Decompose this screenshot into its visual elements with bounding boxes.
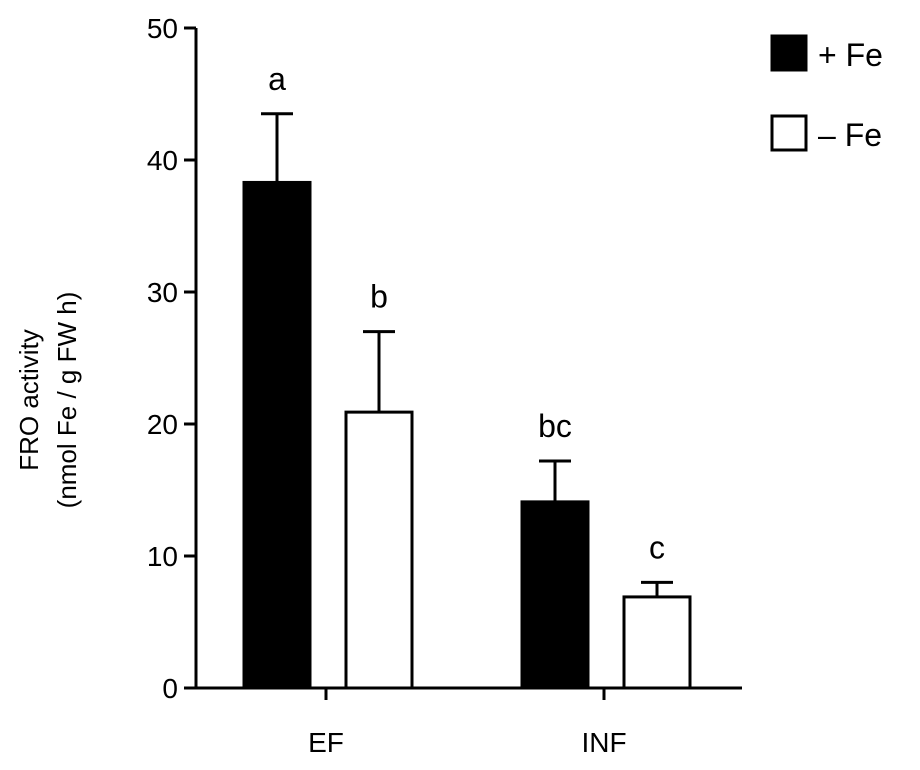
y-tick-label: 30: [147, 277, 178, 308]
y-axis-label-line-1: FRO activity: [14, 329, 44, 471]
y-axis-label-line-2: (nmol Fe / g FW h): [52, 292, 82, 509]
bars: a b bc c: [242, 61, 692, 690]
legend-label: – Fe: [818, 117, 882, 153]
legend-swatch: [770, 114, 808, 152]
legend-label: + Fe: [818, 37, 883, 73]
y-tick-label: 0: [162, 673, 178, 704]
bar-inf-plus-fe: [520, 500, 590, 690]
y-tick-label: 50: [147, 13, 178, 44]
x-tick-label: INF: [581, 727, 626, 758]
y-tick-label: 40: [147, 145, 178, 176]
y-tick-label: 20: [147, 409, 178, 440]
x-axis: EF INF: [196, 686, 742, 758]
y-axis: 0 10 20 30 40 50: [147, 13, 198, 704]
bar-ef-minus-fe: [344, 410, 414, 690]
y-tick-label: 10: [147, 541, 178, 572]
legend-swatch: [770, 34, 808, 72]
significance-label: c: [649, 529, 665, 565]
significance-label: b: [370, 279, 388, 315]
y-axis-label: FRO activity (nmol Fe / g FW h): [14, 292, 82, 509]
x-tick-label: EF: [308, 727, 344, 758]
bar-inf-minus-fe: [622, 595, 692, 690]
significance-label: a: [268, 61, 286, 97]
legend: + Fe – Fe: [770, 34, 883, 153]
bar-ef-plus-fe: [242, 180, 312, 690]
significance-label: bc: [538, 408, 572, 444]
